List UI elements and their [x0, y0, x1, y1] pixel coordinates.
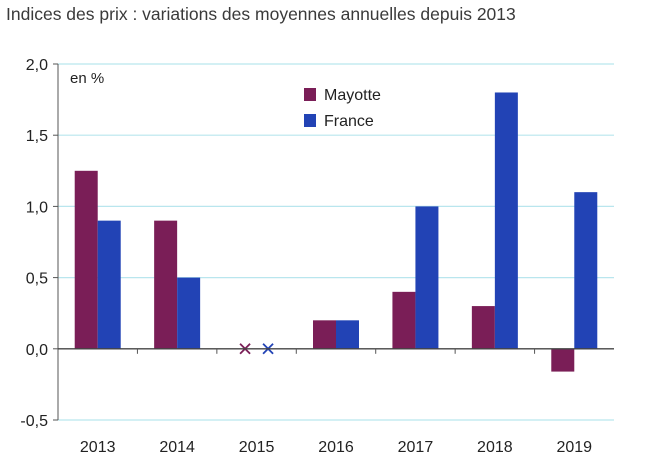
bars — [74, 92, 598, 372]
legend-swatch — [304, 88, 316, 101]
y-tick-label: 2,0 — [26, 57, 48, 74]
bar-mayotte — [74, 170, 98, 349]
chart-title: Indices des prix : variations des moyenn… — [6, 4, 516, 24]
y-tick-label: -0,5 — [20, 413, 48, 430]
x-tick-label: 2014 — [159, 439, 195, 456]
bar-france — [574, 192, 598, 349]
bar-france — [336, 320, 359, 349]
bar-mayotte — [154, 220, 178, 349]
bar-france — [415, 206, 439, 349]
x-tick-label: 2019 — [556, 439, 592, 456]
legend-label: Mayotte — [324, 87, 381, 104]
unit-label: en % — [70, 70, 104, 87]
x-tick-label: 2018 — [477, 439, 513, 456]
axes — [57, 64, 614, 420]
y-tick-label: 1,5 — [26, 128, 48, 145]
gridlines — [58, 63, 614, 421]
bar-france — [97, 220, 121, 349]
legend-label: France — [324, 113, 374, 130]
legend: Mayotte France — [304, 87, 381, 130]
x-tick-label: 2017 — [398, 439, 434, 456]
tick-labels: 2,0 1,5 1,0 0,5 0,0 -0,5 2013 2014 2015 2016 2017 2… — [20, 57, 592, 456]
y-tick-label: 0,0 — [26, 342, 48, 359]
bar-france — [177, 277, 201, 349]
x-tick-label: 2013 — [80, 439, 116, 456]
bar-mayotte — [471, 306, 495, 349]
x-tick-label: 2016 — [318, 439, 354, 456]
bar-mayotte — [551, 348, 575, 372]
x-tick-label: 2015 — [239, 439, 275, 456]
y-tick-label: 0,5 — [26, 271, 48, 288]
y-tick-label: 1,0 — [26, 199, 48, 216]
bar-france — [494, 92, 518, 349]
legend-swatch — [304, 114, 316, 127]
bar-mayotte — [313, 320, 336, 349]
bar-mayotte — [392, 291, 416, 349]
